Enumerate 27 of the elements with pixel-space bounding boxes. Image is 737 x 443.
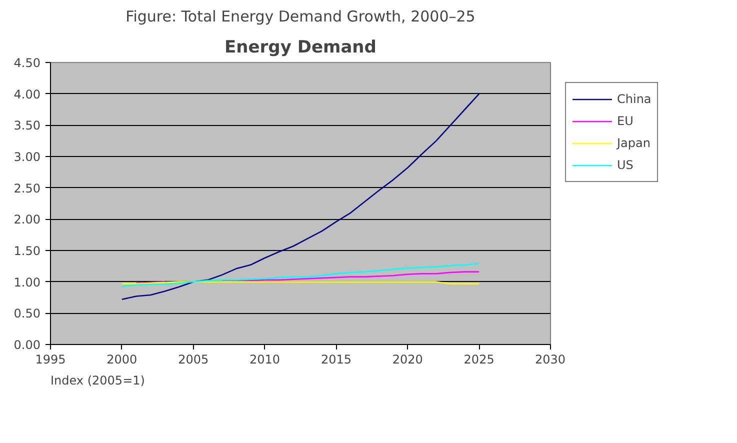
x-tick-label: 2025 [464, 352, 494, 366]
y-tick-label: 2.00 [14, 212, 40, 227]
x-tick-label: 2005 [178, 352, 209, 366]
x-tick-label: 2030 [534, 352, 566, 366]
legend-label: Japan [617, 136, 650, 150]
x-tick-label: 2020 [392, 352, 423, 366]
legend-label: US [617, 158, 634, 172]
y-tick-label: 1.50 [14, 244, 40, 258]
text: Index (2005=1) [50, 374, 145, 388]
line-series [121, 263, 480, 287]
y-tick-label: 2.50 [14, 181, 40, 196]
x-tick-label: 2010 [250, 352, 280, 366]
y-tick-label: 4.50 [14, 56, 40, 70]
y-tick-label: 0.00 [14, 338, 40, 352]
y-tick-label: 4.00 [14, 87, 40, 102]
y-tick-label: 0.50 [14, 306, 40, 321]
x-tick-label: 2015 [320, 352, 352, 366]
chart-title: Energy Demand [224, 38, 376, 58]
x-tick-label: 1995 [35, 352, 66, 366]
legend-label: EU [617, 114, 634, 128]
y-tick-label: 3.50 [14, 118, 40, 133]
y-tick-label: 3.00 [14, 150, 40, 164]
y-tick-label: 1.00 [14, 275, 40, 290]
chart-subtitle: Figure: Total Energy Demand Growth, 2000–25 [126, 8, 476, 26]
legend-label: China [617, 92, 652, 106]
line-series [121, 93, 480, 300]
x-tick-label: 2000 [106, 352, 138, 366]
